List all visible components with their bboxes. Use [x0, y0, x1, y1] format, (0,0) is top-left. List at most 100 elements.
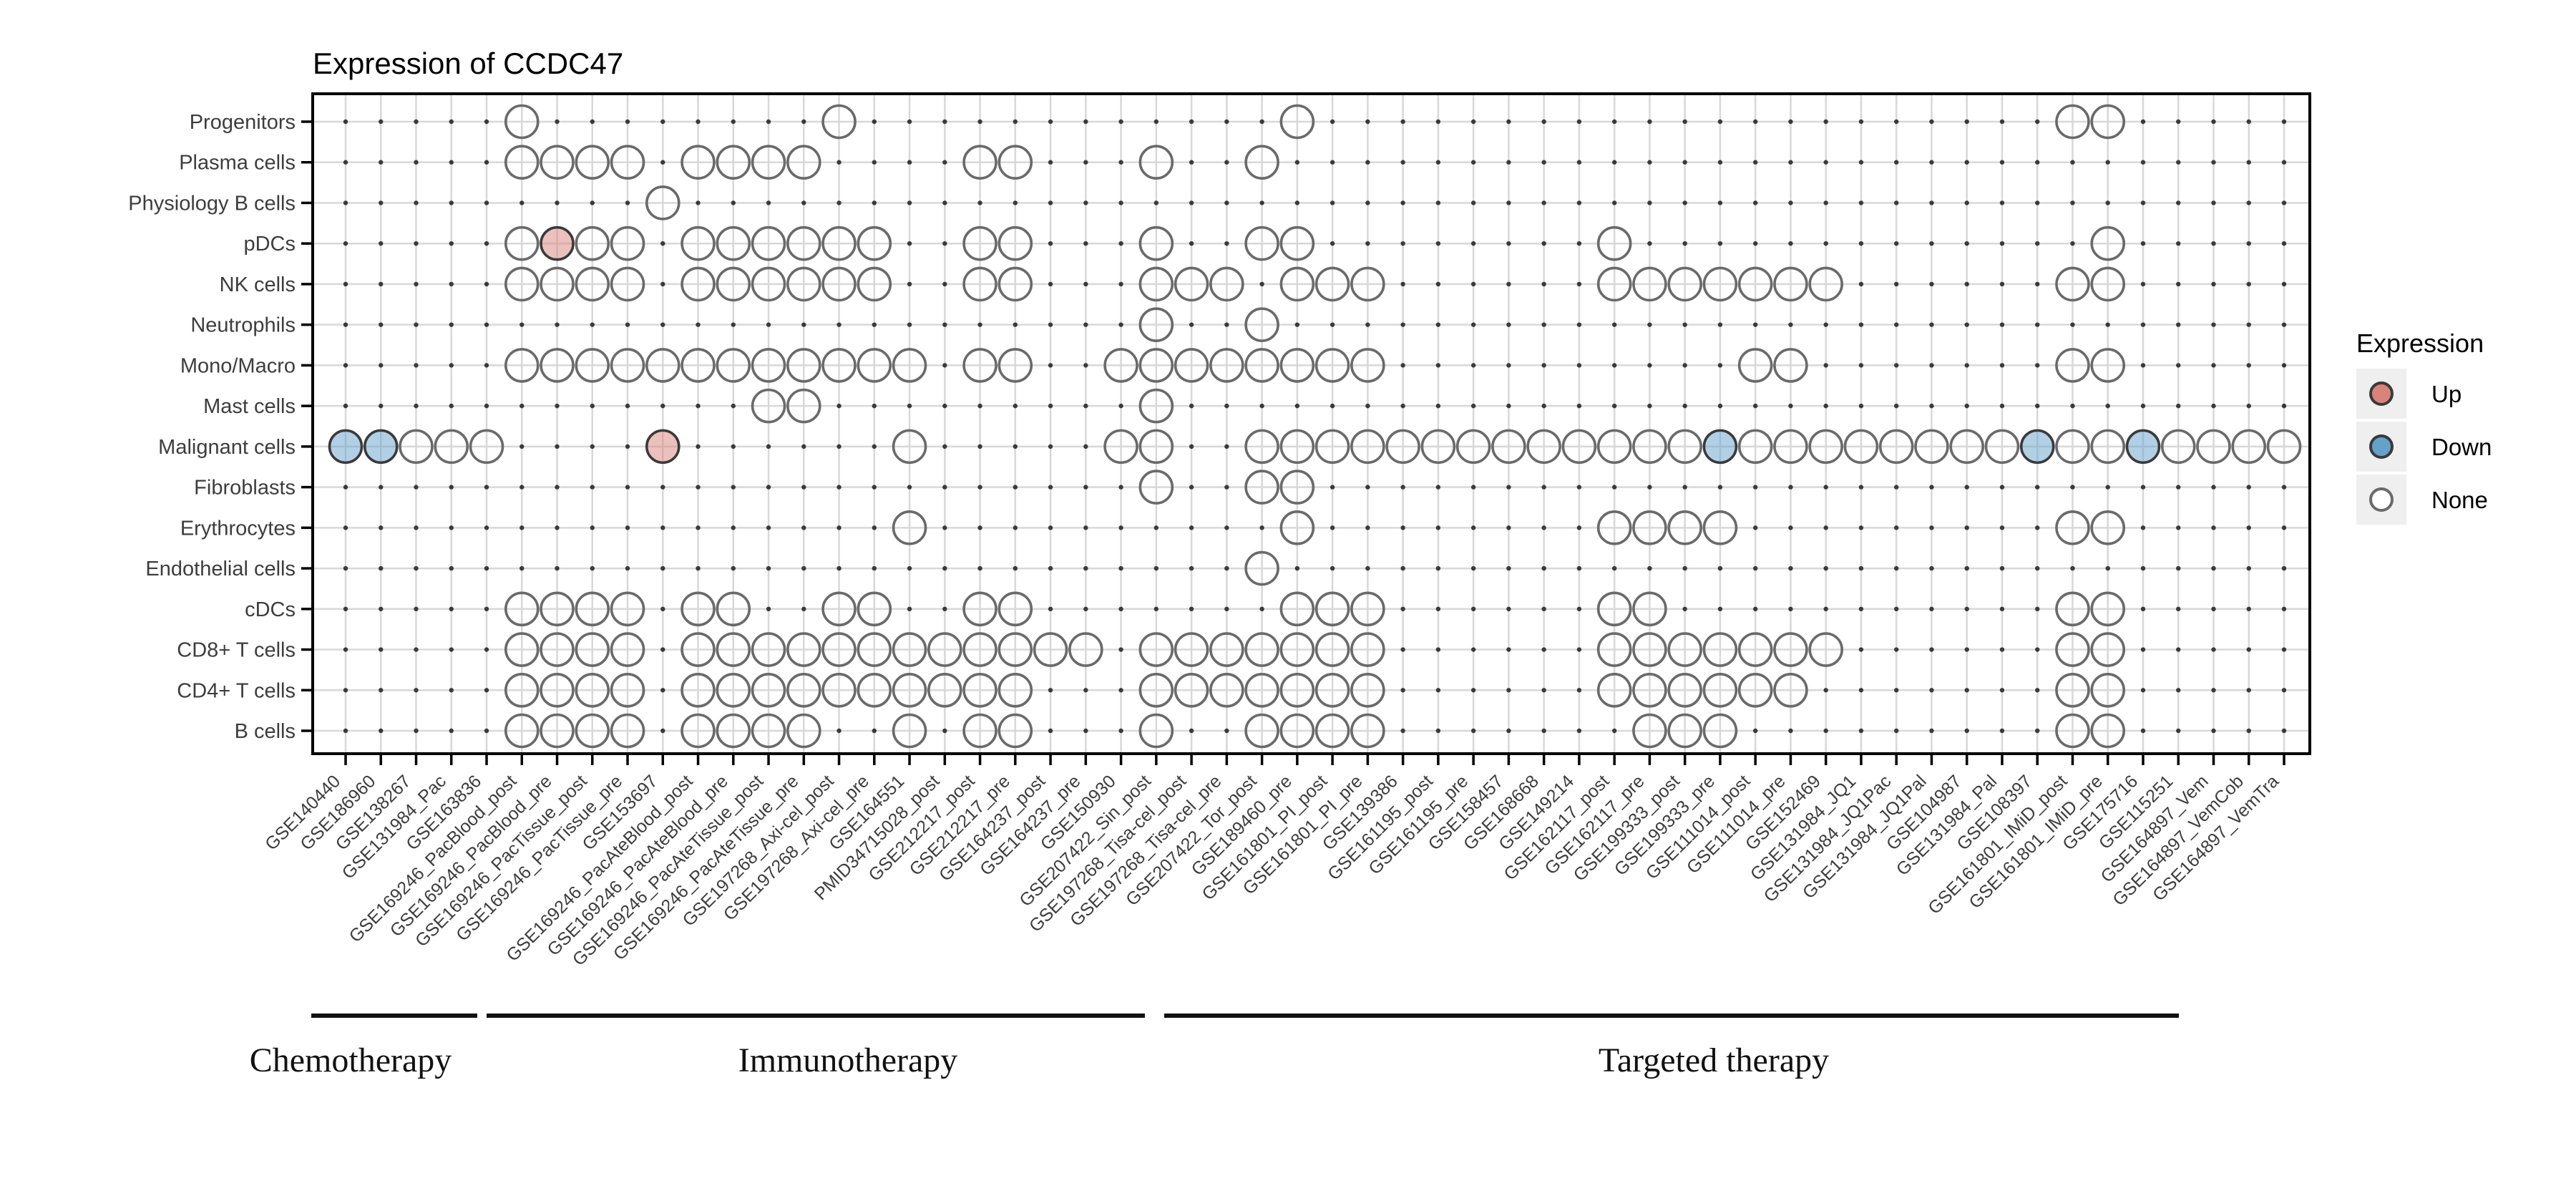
expression-dot-none — [1984, 429, 2020, 465]
expression-dot-none — [680, 225, 716, 261]
expression-dot-none — [1314, 632, 1350, 667]
expression-dot-none — [1667, 713, 1702, 749]
expression-dot-none — [1667, 632, 1702, 667]
expression-dot-none — [1350, 266, 1385, 302]
expression-dot-none — [1068, 632, 1103, 667]
expression-dot-none — [821, 104, 857, 140]
legend-label-none: None — [2431, 487, 2488, 513]
expression-dot-none — [1350, 429, 1385, 465]
y-axis-label: Plasma cells — [179, 152, 296, 175]
expression-dot-down — [363, 429, 399, 465]
y-axis-label: CD8+ T cells — [177, 639, 296, 662]
expression-dot-none — [1596, 510, 1632, 545]
therapy-group-annotations: Chemotherapy Immunotherapy Targeted ther… — [250, 1014, 2179, 1079]
expression-dot-none — [1632, 266, 1667, 302]
y-axis-label: Mast cells — [203, 395, 296, 418]
expression-dot-none — [504, 713, 540, 749]
y-axis-label: Physiology B cells — [128, 192, 296, 215]
expression-dot-none — [575, 348, 610, 383]
expression-dot-up — [540, 225, 575, 261]
expression-dot-none — [504, 591, 540, 627]
grid-intersection-dots — [343, 119, 2287, 734]
expression-dot-none — [1773, 348, 1808, 383]
expression-dot-none — [1561, 429, 1597, 465]
expression-dot-none — [1773, 429, 1808, 465]
expression-dot-none — [1596, 672, 1632, 708]
expression-dot-none — [1491, 429, 1526, 465]
expression-dot-none — [927, 632, 962, 667]
expression-dot-none — [2055, 672, 2090, 708]
expression-dot-none — [1350, 672, 1385, 708]
expression-dot-none — [504, 266, 540, 302]
expression-dot-none — [1279, 510, 1315, 545]
expression-dot-none — [751, 632, 786, 667]
expression-dot-none — [1632, 510, 1667, 545]
expression-dot-down — [2125, 429, 2161, 465]
expression-dot-none — [786, 266, 821, 302]
expression-dot-none — [1702, 713, 1738, 749]
expression-dot-none — [997, 591, 1033, 627]
expression-dot-none — [962, 672, 997, 708]
expression-dot-none — [857, 266, 892, 302]
expression-dot-none — [857, 225, 892, 261]
expression-dot-none — [645, 185, 680, 220]
x-axis: GSE140440GSE186960GSE138267GSE131984_Pac… — [261, 754, 2285, 970]
expression-dot-none — [1103, 348, 1138, 383]
expression-dot-none — [1667, 672, 1702, 708]
expression-dot-none — [751, 388, 786, 424]
chart-title: Expression of CCDC47 — [313, 47, 623, 80]
expression-dot-none — [1843, 429, 1879, 465]
expression-dot-none — [821, 672, 857, 708]
y-axis-label: Endothelial cells — [145, 558, 296, 580]
expression-dot-none — [575, 266, 610, 302]
expression-dot-none — [997, 713, 1033, 749]
expression-dot-none — [1949, 429, 1985, 465]
expression-dot-none — [1526, 429, 1561, 465]
expression-dot-none — [2090, 591, 2126, 627]
expression-dot-none — [892, 632, 927, 667]
expression-dot-none — [540, 266, 575, 302]
expression-dot-none — [1244, 550, 1279, 586]
expression-dot-none — [786, 632, 821, 667]
expression-dot-none — [1138, 632, 1174, 667]
expression-dot-none — [1314, 429, 1350, 465]
expression-dot-none — [1808, 429, 1843, 465]
expression-dot-none — [716, 672, 751, 708]
expression-dot-none — [1914, 429, 1949, 465]
expression-dot-none — [1314, 348, 1350, 383]
expression-dot-none — [1209, 266, 1244, 302]
expression-dot-none — [786, 145, 821, 180]
expression-dot-none — [1350, 632, 1385, 667]
y-axis-label: Malignant cells — [158, 436, 296, 459]
expression-dot-none — [1209, 632, 1244, 667]
expression-dot-none — [2055, 266, 2090, 302]
expression-dot-none — [1244, 307, 1279, 342]
expression-dot-none — [1138, 225, 1174, 261]
expression-dot-none — [1737, 348, 1773, 383]
expression-dot-none — [1667, 266, 1702, 302]
expression-dot-none — [1279, 266, 1315, 302]
expression-dot-none — [857, 632, 892, 667]
expression-dot-none — [1350, 348, 1385, 383]
expression-dot-none — [751, 348, 786, 383]
expression-dot-none — [997, 632, 1033, 667]
expression-dot-none — [1455, 429, 1491, 465]
expression-dot-none — [1244, 348, 1279, 383]
expression-dot-none — [857, 348, 892, 383]
expression-dot-none — [1737, 266, 1773, 302]
expression-dot-none — [2055, 591, 2090, 627]
expression-dot-none — [786, 225, 821, 261]
expression-dot-none — [892, 429, 927, 465]
expression-dot-none — [610, 225, 645, 261]
expression-dot-none — [997, 672, 1033, 708]
expression-dot-none — [2090, 348, 2126, 383]
expression-dot-none — [1174, 632, 1209, 667]
expression-dot-none — [504, 104, 540, 140]
expression-dot-none — [1244, 429, 1279, 465]
legend-title: Expression — [2356, 329, 2484, 358]
expression-dot-none — [645, 348, 680, 383]
expression-dot-none — [1209, 348, 1244, 383]
expression-dot-none — [504, 225, 540, 261]
expression-dot-none — [1279, 348, 1315, 383]
